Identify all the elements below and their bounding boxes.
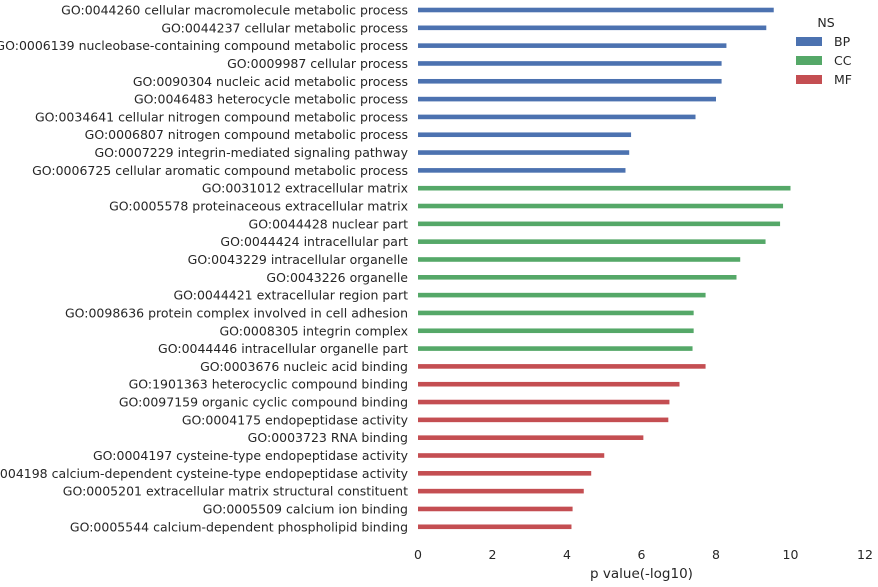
x-axis-label: p value(-log10) bbox=[590, 566, 693, 582]
bar-mf bbox=[418, 435, 644, 440]
y-tick-label: GO:0090304 nucleic acid metabolic proces… bbox=[133, 74, 408, 89]
y-tick-label: GO:0005544 calcium-dependent phospholipi… bbox=[70, 519, 408, 534]
bar-mf bbox=[418, 471, 592, 476]
y-tick-label: GO:0004197 cysteine-type endopeptidase a… bbox=[93, 448, 409, 463]
y-tick-label: GO:0005578 proteinaceous extracellular m… bbox=[109, 199, 408, 214]
y-tick-label: GO:0031012 extracellular matrix bbox=[202, 181, 408, 196]
y-tick-label: GO:0008305 integrin complex bbox=[219, 323, 408, 338]
y-tick-label: GO:0005201 extracellular matrix structur… bbox=[63, 484, 408, 499]
bars-layer bbox=[418, 7, 791, 530]
bar-mf bbox=[418, 399, 670, 405]
bar-bp bbox=[418, 96, 716, 102]
y-tick-label: GO:0006725 cellular aromatic compound me… bbox=[32, 163, 408, 178]
bar-mf bbox=[418, 524, 572, 530]
x-tick-label: 12 bbox=[857, 547, 873, 562]
y-tick-label: GO:0007229 integrin-mediated signaling p… bbox=[94, 145, 408, 160]
legend-label-cc: CC bbox=[834, 53, 852, 68]
bar-cc bbox=[418, 185, 791, 191]
legend-swatch-cc bbox=[796, 56, 822, 65]
bar-bp bbox=[418, 78, 722, 84]
y-tick-label: GO:0034641 cellular nitrogen compound me… bbox=[35, 109, 408, 124]
bar-mf bbox=[418, 453, 605, 458]
bar-cc bbox=[418, 203, 784, 209]
y-tick-label: GO:0098636 protein complex involved in c… bbox=[65, 305, 408, 320]
bar-cc bbox=[418, 328, 694, 334]
x-tick-label: 2 bbox=[489, 547, 497, 562]
legend-swatch-bp bbox=[796, 37, 822, 46]
bar-bp bbox=[418, 43, 727, 48]
bar-cc bbox=[418, 275, 737, 280]
x-tick-label: 0 bbox=[414, 547, 422, 562]
bar-mf bbox=[418, 488, 584, 494]
bar-mf bbox=[418, 364, 706, 369]
bar-bp bbox=[418, 25, 767, 31]
y-tick-label: GO:0006139 nucleobase-containing compoun… bbox=[0, 38, 408, 53]
legend-swatch-mf bbox=[796, 75, 822, 84]
y-tick-label: GO:0004198 calcium-dependent cysteine-ty… bbox=[0, 466, 409, 481]
x-tick-label: 10 bbox=[783, 547, 799, 562]
legend-label-bp: BP bbox=[834, 34, 851, 49]
bar-cc bbox=[418, 239, 766, 244]
y-tick-label: GO:0044421 extracellular region part bbox=[173, 288, 408, 303]
bar-mf bbox=[418, 381, 680, 387]
y-tick-label: GO:0044237 cellular metabolic process bbox=[161, 20, 408, 35]
bar-bp bbox=[418, 168, 626, 173]
bar-cc bbox=[418, 346, 693, 351]
legend-label-mf: MF bbox=[834, 72, 852, 87]
legend: NS BP CC MF bbox=[796, 15, 852, 87]
y-tick-label: GO:0003676 nucleic acid binding bbox=[200, 359, 408, 374]
x-tick-label: 6 bbox=[638, 547, 646, 562]
y-tick-label: GO:0003723 RNA binding bbox=[248, 430, 408, 445]
y-tick-label: GO:0044424 intracellular part bbox=[220, 234, 408, 249]
y-tick-label: GO:1901363 heterocyclic compound binding bbox=[129, 377, 408, 392]
x-tick-labels: 0 2 4 6 8 10 12 bbox=[414, 547, 873, 562]
y-tick-label: GO:0097159 organic cyclic compound bindi… bbox=[119, 395, 408, 410]
y-tick-label: GO:0044428 nuclear part bbox=[249, 216, 409, 231]
y-tick-label: GO:0009987 cellular process bbox=[227, 56, 408, 71]
bar-bp bbox=[418, 150, 630, 155]
y-tick-label: GO:0005509 calcium ion binding bbox=[203, 501, 408, 516]
y-tick-label: GO:0044260 cellular macromolecule metabo… bbox=[61, 3, 408, 18]
bar-cc bbox=[418, 221, 781, 227]
bar-cc bbox=[418, 310, 694, 316]
bar-cc bbox=[418, 257, 741, 262]
legend-title: NS bbox=[817, 15, 834, 30]
y-tick-label: GO:0004175 endopeptidase activity bbox=[182, 412, 409, 427]
y-tick-label: GO:0043226 organelle bbox=[266, 270, 408, 285]
x-tick-label: 4 bbox=[563, 547, 571, 562]
bar-bp bbox=[418, 7, 774, 13]
bar-cc bbox=[418, 292, 706, 298]
y-tick-label: GO:0046483 heterocycle metabolic process bbox=[134, 92, 408, 107]
bar-bp bbox=[418, 61, 722, 66]
y-tick-labels: GO:0044260 cellular macromolecule metabo… bbox=[0, 3, 409, 535]
bar-bp bbox=[418, 114, 696, 120]
x-tick-label: 8 bbox=[712, 547, 720, 562]
bar-bp bbox=[418, 132, 632, 138]
y-tick-label: GO:0006807 nitrogen compound metabolic p… bbox=[85, 127, 408, 142]
y-tick-label: GO:0044446 intracellular organelle part bbox=[158, 341, 408, 356]
y-tick-label: GO:0043229 intracellular organelle bbox=[188, 252, 409, 267]
bar-mf bbox=[418, 506, 573, 512]
bar-mf bbox=[418, 417, 669, 423]
